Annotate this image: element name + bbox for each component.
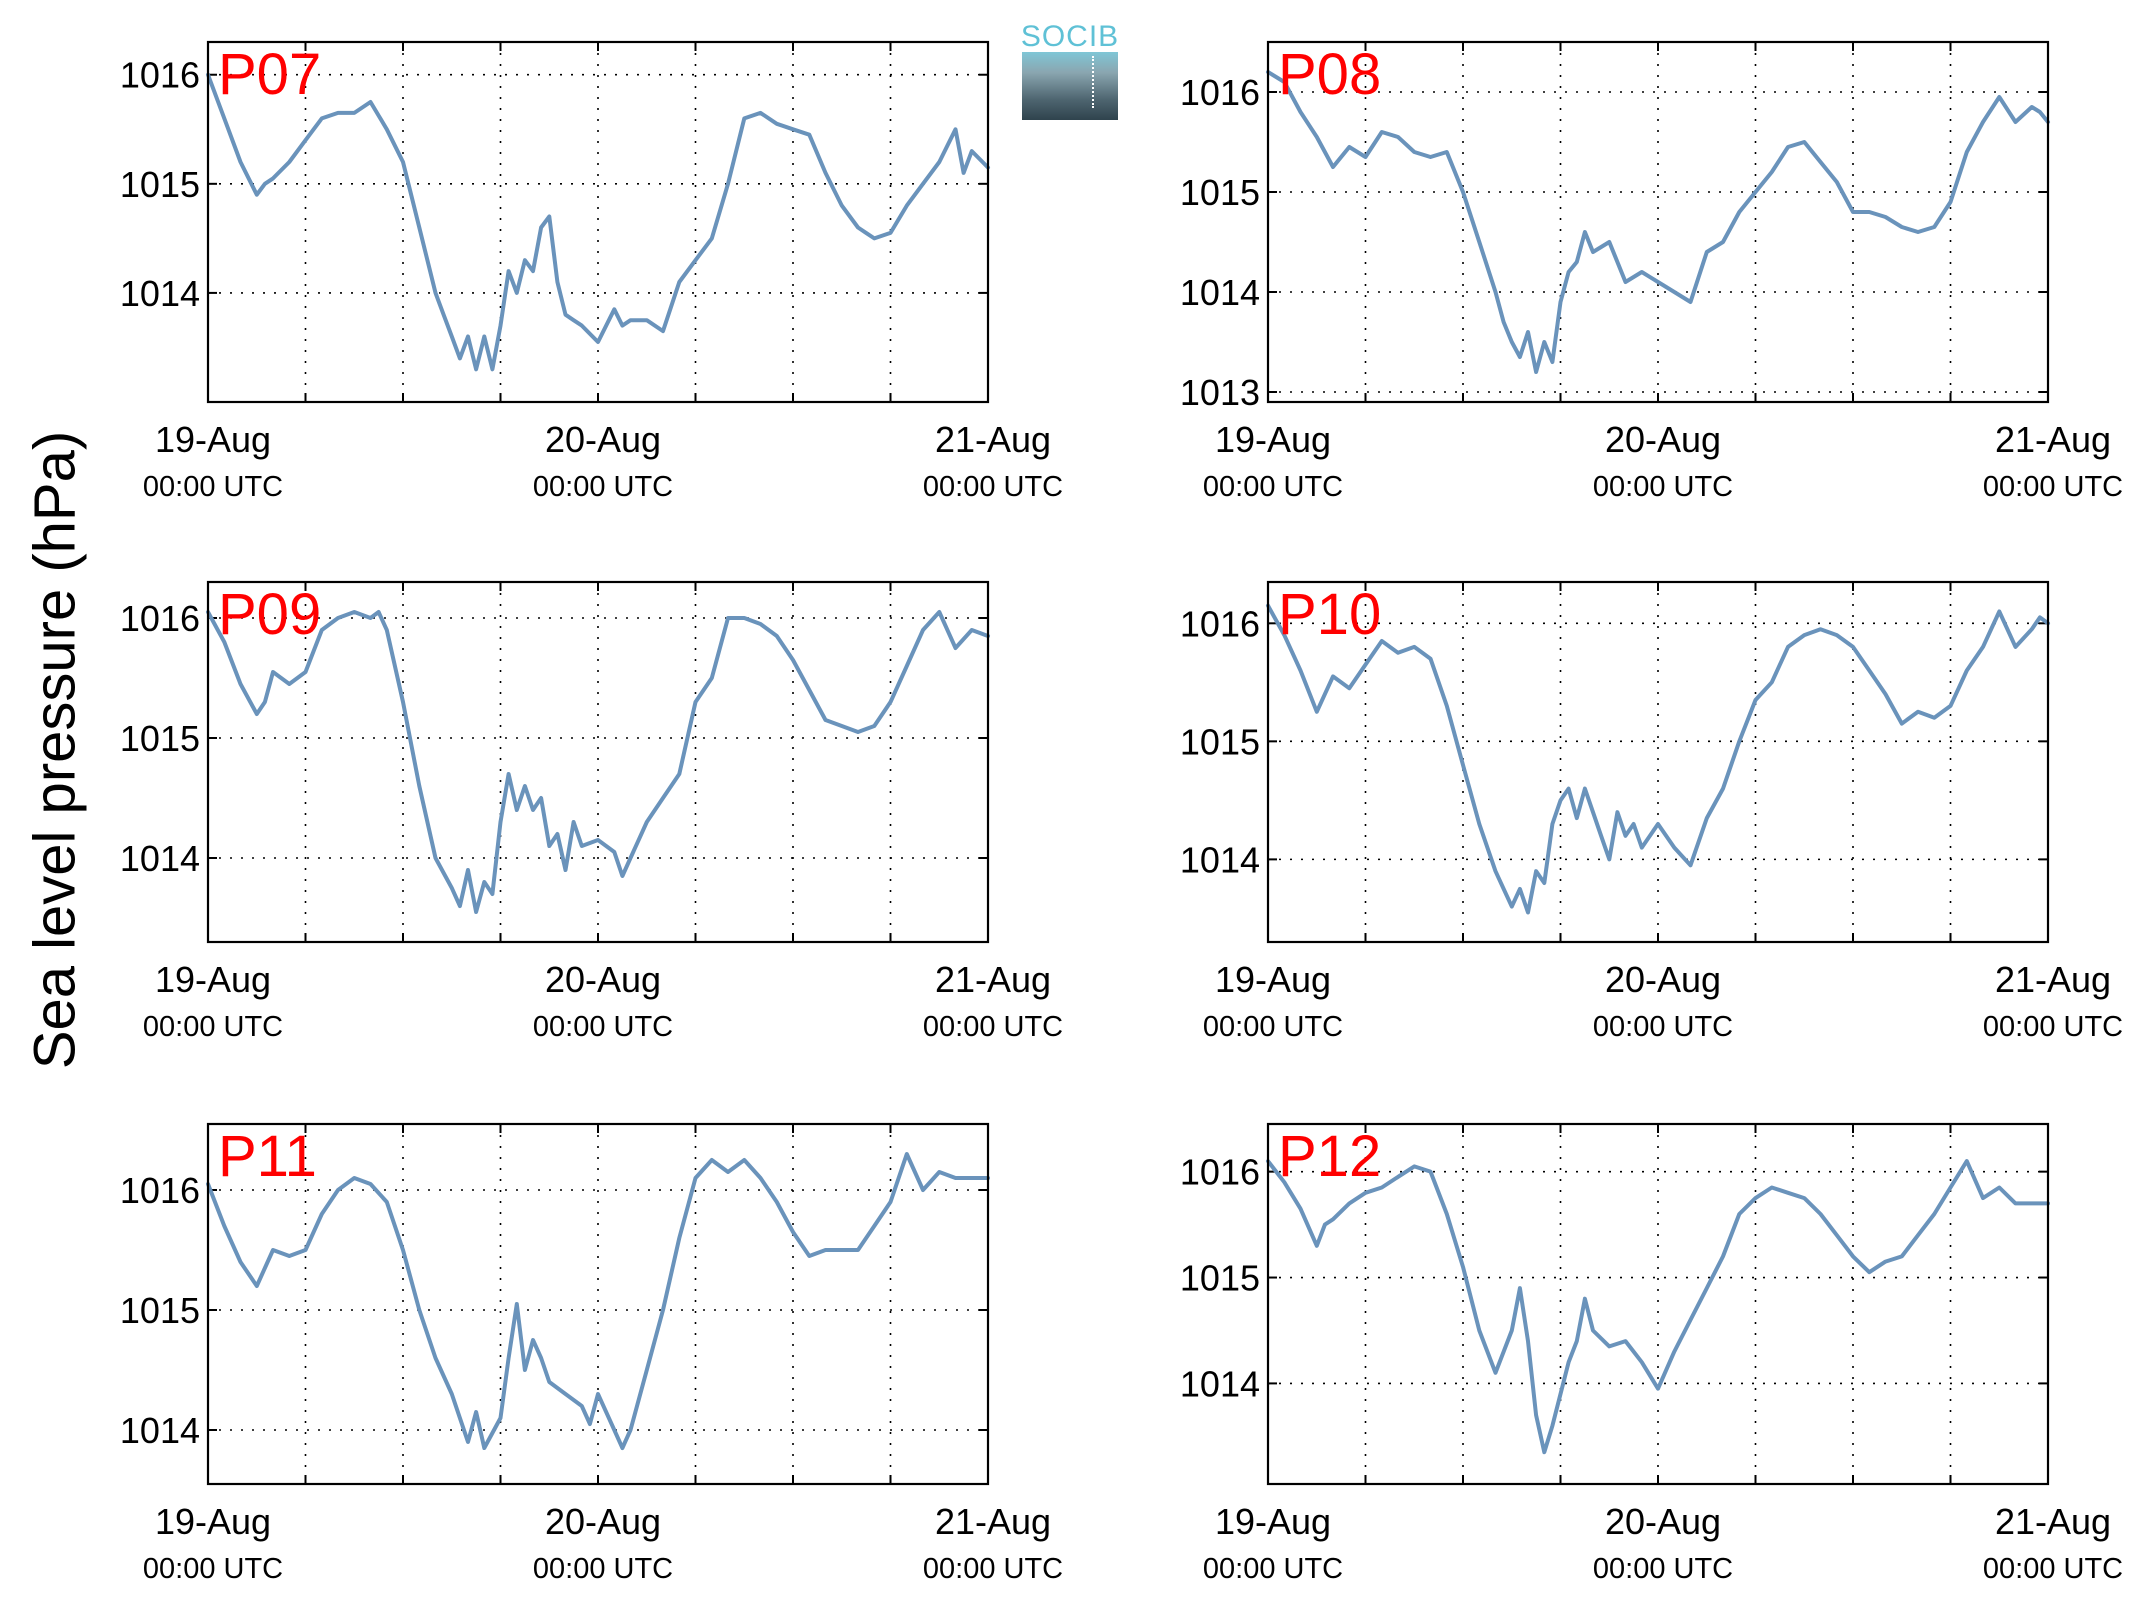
station-label: P12 bbox=[1278, 1124, 1381, 1189]
x-tick-label-time: 00:00 UTC bbox=[1983, 1011, 2123, 1043]
x-tick-label-time: 00:00 UTC bbox=[533, 471, 673, 503]
x-tick-label-date: 19-Aug bbox=[155, 1501, 271, 1542]
x-tick-label-date: 20-Aug bbox=[1605, 1501, 1721, 1542]
station-label: P08 bbox=[1278, 42, 1381, 107]
plot-frame bbox=[1266, 40, 2050, 404]
y-tick-label: 1014 bbox=[120, 838, 200, 879]
x-tick-label-date: 19-Aug bbox=[1215, 1501, 1331, 1542]
series-line bbox=[1266, 70, 2050, 374]
x-tick-label-date: 21-Aug bbox=[935, 419, 1051, 460]
station-label: P09 bbox=[218, 582, 321, 647]
x-tick-label-date: 20-Aug bbox=[1605, 419, 1721, 460]
y-tick-label: 1016 bbox=[1180, 1152, 1260, 1193]
x-tick-label-time: 00:00 UTC bbox=[533, 1553, 673, 1585]
x-tick-label-date: 20-Aug bbox=[1605, 959, 1721, 1000]
series-line bbox=[1266, 1159, 2050, 1455]
x-tick-label-time: 00:00 UTC bbox=[533, 1011, 673, 1043]
plot-frame bbox=[206, 580, 990, 944]
y-tick-label: 1015 bbox=[120, 1290, 200, 1331]
series-line bbox=[206, 610, 990, 914]
y-tick-label: 1015 bbox=[1180, 1258, 1260, 1299]
x-tick-label-time: 00:00 UTC bbox=[143, 471, 283, 503]
x-tick-label-date: 19-Aug bbox=[155, 419, 271, 460]
x-tick-label-date: 21-Aug bbox=[935, 1501, 1051, 1542]
series-line bbox=[1266, 603, 2050, 915]
x-tick-label-time: 00:00 UTC bbox=[1203, 1011, 1343, 1043]
logo-text: SOCIB bbox=[1020, 20, 1120, 53]
x-tick-label-date: 19-Aug bbox=[1215, 419, 1331, 460]
x-tick-label-date: 21-Aug bbox=[1995, 959, 2111, 1000]
socib-logo: SOCIB bbox=[1020, 20, 1120, 120]
x-tick-label-time: 00:00 UTC bbox=[1983, 1553, 2123, 1585]
x-tick-label-time: 00:00 UTC bbox=[143, 1011, 283, 1043]
x-tick-label-time: 00:00 UTC bbox=[1593, 1553, 1733, 1585]
station-label: P07 bbox=[218, 42, 321, 107]
y-tick-label: 1016 bbox=[1180, 72, 1260, 113]
x-tick-label-date: 19-Aug bbox=[155, 959, 271, 1000]
x-tick-label-time: 00:00 UTC bbox=[143, 1553, 283, 1585]
logo-dotted-line bbox=[1092, 56, 1094, 108]
y-axis-label: Sea level pressure (hPa) bbox=[22, 430, 88, 1070]
y-tick-label: 1013 bbox=[1180, 372, 1260, 413]
y-tick-label: 1015 bbox=[1180, 172, 1260, 213]
y-tick-label: 1014 bbox=[120, 1410, 200, 1451]
y-tick-label: 1015 bbox=[1180, 721, 1260, 762]
x-tick-label-time: 00:00 UTC bbox=[923, 1553, 1063, 1585]
x-tick-label-time: 00:00 UTC bbox=[1593, 1011, 1733, 1043]
y-tick-label: 1014 bbox=[1180, 1363, 1260, 1404]
station-label: P10 bbox=[1278, 582, 1381, 647]
plot-frame bbox=[1266, 580, 2050, 944]
y-tick-label: 1014 bbox=[1180, 839, 1260, 880]
y-tick-label: 1014 bbox=[1180, 272, 1260, 313]
plot-frame bbox=[1266, 1122, 2050, 1486]
x-tick-label-time: 00:00 UTC bbox=[1203, 1553, 1343, 1585]
series-line bbox=[206, 1152, 990, 1450]
x-tick-label-time: 00:00 UTC bbox=[1203, 471, 1343, 503]
y-tick-label: 1014 bbox=[120, 273, 200, 314]
logo-graphic bbox=[1022, 52, 1118, 120]
y-tick-label: 1016 bbox=[1180, 603, 1260, 644]
x-tick-label-date: 21-Aug bbox=[935, 959, 1051, 1000]
series-line bbox=[206, 72, 990, 372]
plot-frame bbox=[206, 40, 990, 404]
y-tick-label: 1015 bbox=[120, 718, 200, 759]
x-tick-label-date: 21-Aug bbox=[1995, 1501, 2111, 1542]
x-tick-label-date: 19-Aug bbox=[1215, 959, 1331, 1000]
x-tick-label-date: 20-Aug bbox=[545, 1501, 661, 1542]
plot-frame bbox=[206, 1122, 990, 1486]
x-tick-label-date: 21-Aug bbox=[1995, 419, 2111, 460]
x-tick-label-time: 00:00 UTC bbox=[923, 1011, 1063, 1043]
station-label: P11 bbox=[218, 1124, 317, 1189]
y-tick-label: 1015 bbox=[120, 164, 200, 205]
y-tick-label: 1016 bbox=[120, 55, 200, 96]
x-tick-label-time: 00:00 UTC bbox=[1983, 471, 2123, 503]
y-tick-label: 1016 bbox=[120, 1170, 200, 1211]
y-tick-label: 1016 bbox=[120, 598, 200, 639]
x-tick-label-date: 20-Aug bbox=[545, 419, 661, 460]
x-tick-label-date: 20-Aug bbox=[545, 959, 661, 1000]
x-tick-label-time: 00:00 UTC bbox=[1593, 471, 1733, 503]
x-tick-label-time: 00:00 UTC bbox=[923, 471, 1063, 503]
